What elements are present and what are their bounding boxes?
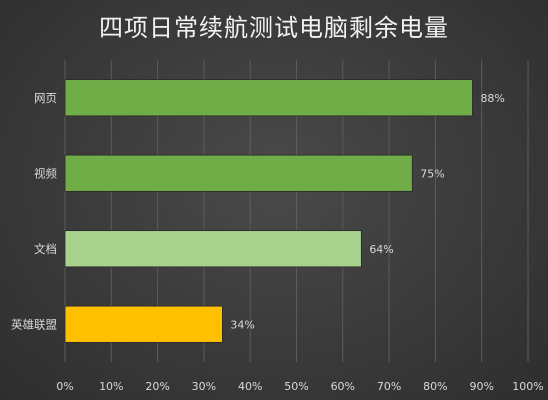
x-tick-label: 100% [512, 380, 543, 393]
x-tick-label: 30% [192, 380, 216, 393]
x-tick-label: 40% [238, 380, 262, 393]
x-tick-label: 10% [99, 380, 123, 393]
x-tick-label: 80% [423, 380, 447, 393]
bar [64, 230, 362, 268]
category-label: 文档 [34, 242, 57, 256]
data-label: 75% [420, 167, 444, 180]
x-tick-label: 60% [331, 380, 355, 393]
x-tick-label: 90% [469, 380, 493, 393]
category-label: 网页 [34, 91, 57, 105]
data-label: 64% [369, 243, 393, 256]
bar [64, 154, 413, 192]
category-label: 英雄联盟 [11, 317, 57, 331]
data-label: 88% [480, 92, 504, 105]
x-tick-label: 50% [284, 380, 308, 393]
chart-title: 四项日常续航测试电脑剩余电量 [99, 14, 449, 42]
x-tick-label: 20% [145, 380, 169, 393]
category-label: 视频 [34, 166, 57, 180]
bar [64, 305, 223, 343]
x-tick-label: 70% [377, 380, 401, 393]
x-tick-label: 0% [56, 380, 73, 393]
bar [64, 79, 473, 117]
data-label: 34% [230, 318, 254, 331]
